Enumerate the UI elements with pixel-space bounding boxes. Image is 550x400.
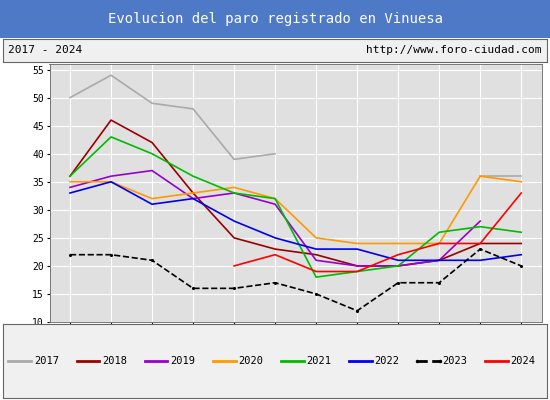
Text: 2017: 2017 — [34, 356, 59, 366]
Text: 2017 - 2024: 2017 - 2024 — [8, 45, 82, 55]
Text: 2024: 2024 — [510, 356, 536, 366]
Text: 2021: 2021 — [306, 356, 331, 366]
Text: 2023: 2023 — [442, 356, 468, 366]
Text: 2022: 2022 — [375, 356, 399, 366]
Text: 2020: 2020 — [238, 356, 263, 366]
Text: http://www.foro-ciudad.com: http://www.foro-ciudad.com — [366, 45, 542, 55]
Text: 2019: 2019 — [170, 356, 195, 366]
Text: 2018: 2018 — [102, 356, 127, 366]
Text: Evolucion del paro registrado en Vinuesa: Evolucion del paro registrado en Vinuesa — [107, 12, 443, 26]
